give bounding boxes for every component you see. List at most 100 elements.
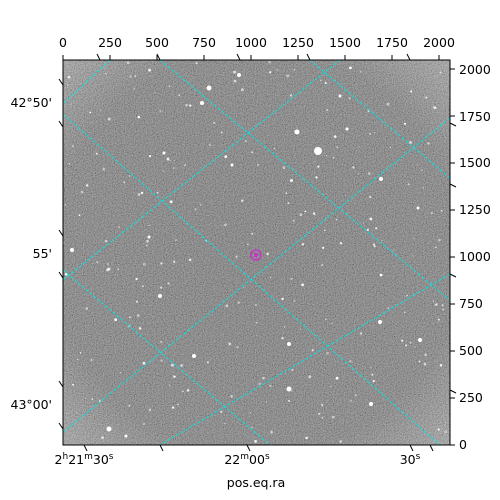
star — [321, 264, 324, 267]
star — [137, 115, 141, 119]
star — [432, 300, 434, 302]
right-tick-label: 500 — [459, 343, 483, 358]
star — [381, 239, 383, 241]
star — [359, 332, 363, 335]
star — [78, 214, 81, 217]
star — [407, 183, 410, 186]
star — [270, 430, 273, 434]
star — [67, 84, 69, 86]
star — [321, 246, 325, 250]
star — [301, 283, 305, 287]
star — [170, 363, 174, 367]
star — [335, 376, 339, 380]
top-grid-tick — [236, 53, 241, 61]
star — [158, 294, 162, 298]
star — [95, 152, 98, 155]
star — [387, 307, 389, 309]
star — [178, 94, 181, 97]
star — [434, 246, 437, 249]
star — [293, 299, 296, 303]
star — [287, 202, 290, 204]
star — [413, 238, 415, 240]
dec-tick-label: 55' — [33, 246, 52, 261]
right-tick-label: 250 — [459, 390, 483, 405]
star — [220, 225, 222, 227]
top-tick-label: 1000 — [235, 35, 267, 50]
star — [418, 338, 422, 342]
star — [172, 167, 175, 169]
star — [409, 341, 412, 344]
star — [258, 382, 261, 386]
top-tick-label: 0 — [59, 35, 67, 50]
coordinate-grid — [63, 60, 450, 445]
dec-tick-label: 42°50' — [11, 95, 53, 110]
star — [403, 122, 407, 125]
star — [366, 228, 369, 231]
top-grid-tick — [306, 53, 311, 61]
star — [180, 364, 184, 367]
star — [287, 342, 291, 346]
star — [325, 155, 328, 157]
top-tick-label: 750 — [192, 35, 216, 50]
star — [243, 287, 245, 289]
grid-line — [63, 113, 441, 445]
star — [269, 384, 272, 388]
star — [199, 204, 202, 206]
star — [338, 94, 342, 98]
star — [237, 73, 241, 77]
plot-frame — [62, 59, 451, 446]
star — [237, 301, 240, 304]
star — [386, 102, 390, 106]
star — [233, 70, 236, 74]
top-tick-label: 500 — [145, 35, 169, 50]
star — [266, 252, 269, 256]
star — [430, 212, 433, 215]
right-grid-tick — [449, 389, 457, 394]
dec-tick — [58, 271, 64, 279]
star — [175, 239, 177, 241]
star — [368, 172, 371, 175]
star — [189, 104, 192, 107]
star — [142, 262, 146, 266]
star — [106, 426, 112, 432]
star — [123, 181, 126, 184]
star — [102, 167, 106, 171]
star — [99, 109, 102, 112]
star — [225, 304, 229, 308]
star — [325, 109, 329, 112]
right-tick-label: 0 — [459, 437, 467, 452]
star — [416, 164, 418, 166]
ra-tick — [159, 444, 164, 452]
star — [425, 96, 428, 99]
star — [141, 285, 144, 288]
star — [268, 60, 271, 64]
star — [244, 139, 248, 143]
dec-tick — [58, 422, 64, 430]
right-grid-tick — [449, 122, 457, 127]
star — [299, 328, 301, 330]
right-grid-tick — [449, 273, 457, 278]
star — [317, 412, 321, 415]
star — [182, 390, 184, 393]
star — [192, 354, 196, 358]
grid-line — [63, 117, 450, 433]
star — [360, 71, 362, 73]
star — [286, 386, 292, 392]
star — [276, 69, 279, 71]
star — [320, 79, 322, 82]
star — [91, 398, 93, 400]
star — [159, 110, 162, 113]
star — [283, 326, 286, 328]
star — [96, 261, 99, 264]
star — [223, 223, 227, 227]
star — [373, 245, 376, 248]
star — [172, 260, 176, 264]
star — [72, 145, 74, 148]
right-tick-label: 1000 — [459, 249, 491, 264]
star — [301, 243, 305, 246]
star — [321, 416, 324, 419]
star — [119, 371, 122, 374]
star — [173, 375, 176, 378]
top-grid-tick — [406, 53, 411, 61]
star — [200, 101, 204, 105]
